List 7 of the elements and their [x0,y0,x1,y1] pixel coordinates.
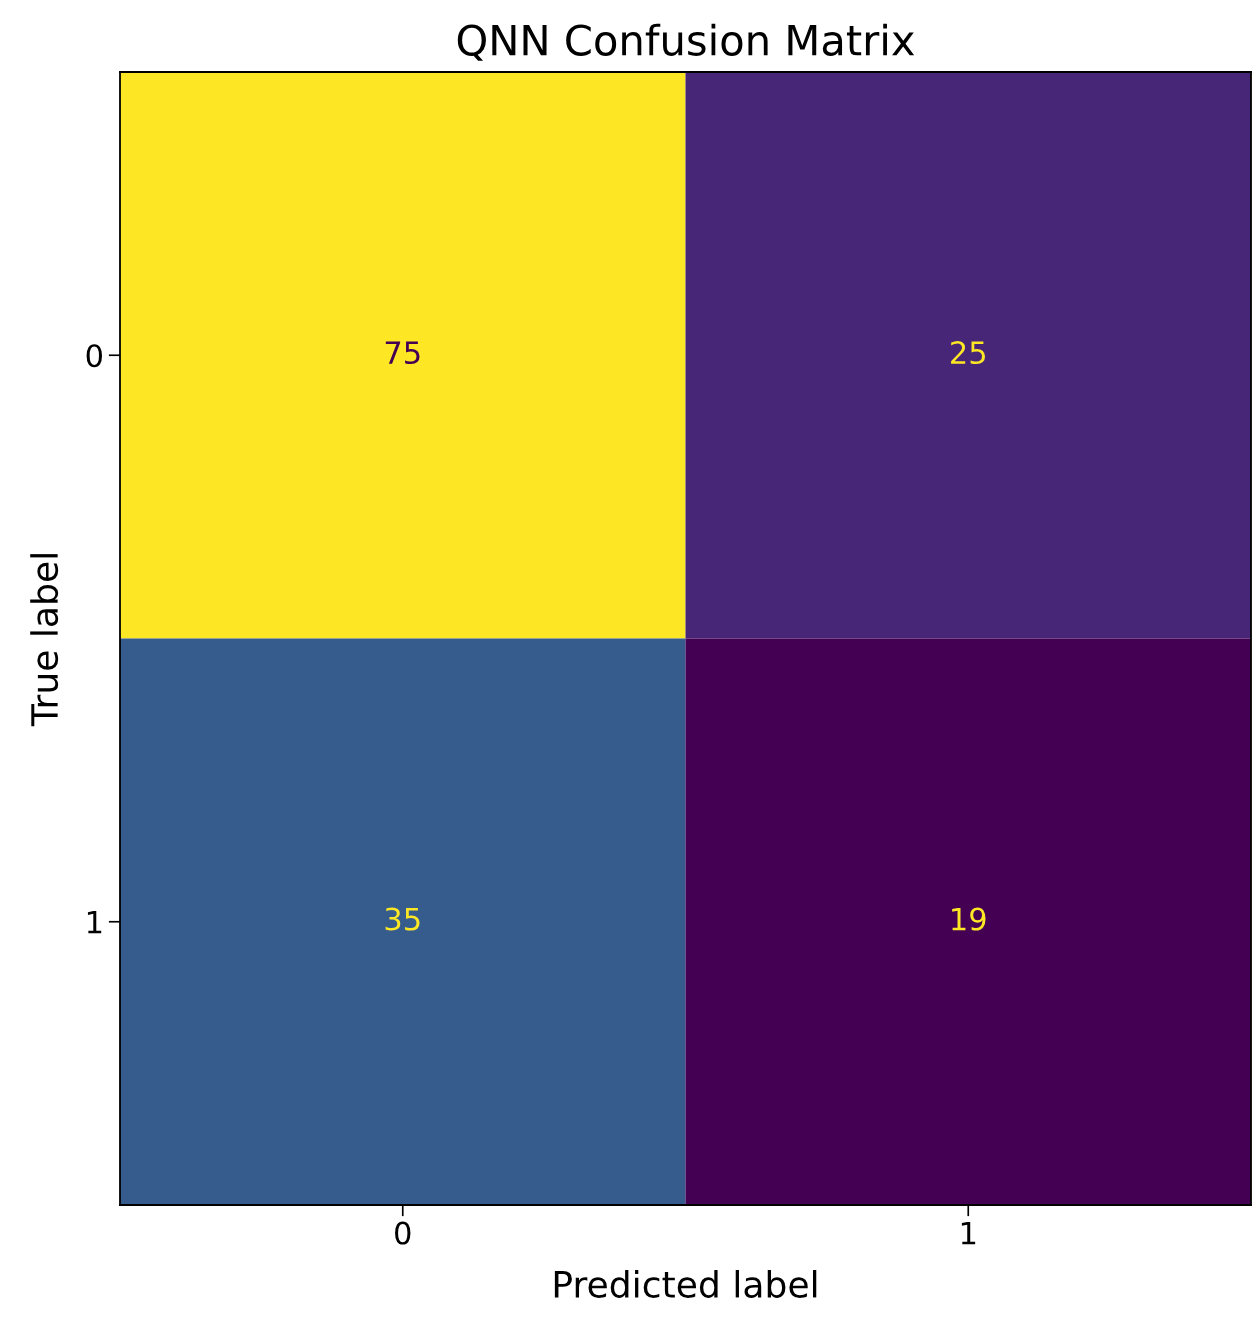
chart-title: QNN Confusion Matrix [457,23,915,61]
x-axis-title: Predicted label [554,1269,817,1298]
data-label: 25 [951,341,986,365]
data-label: 35 [385,907,420,931]
data-label: 75 [385,341,420,365]
data-label: 19 [952,907,986,931]
y-axis-title: True label [30,554,59,727]
